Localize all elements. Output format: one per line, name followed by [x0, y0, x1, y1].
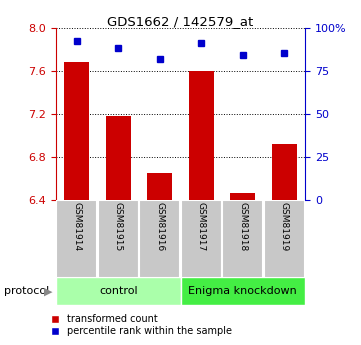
- Bar: [56, 200, 97, 278]
- Bar: [56, 277, 180, 305]
- Bar: [106, 116, 131, 200]
- Text: GSM81915: GSM81915: [114, 203, 123, 252]
- Text: GSM81918: GSM81918: [238, 203, 247, 252]
- Text: ▶: ▶: [44, 286, 52, 296]
- Text: Enigma knockdown: Enigma knockdown: [188, 286, 297, 296]
- Bar: [181, 200, 222, 278]
- Text: GSM81917: GSM81917: [197, 203, 206, 252]
- Bar: [230, 193, 255, 200]
- Bar: [147, 173, 172, 200]
- Bar: [189, 71, 214, 200]
- Bar: [181, 277, 305, 305]
- Legend: transformed count, percentile rank within the sample: transformed count, percentile rank withi…: [41, 310, 236, 340]
- Bar: [264, 200, 305, 278]
- Bar: [64, 62, 89, 200]
- Bar: [98, 200, 139, 278]
- Text: GDS1662 / 142579_at: GDS1662 / 142579_at: [107, 16, 254, 29]
- Text: GSM81919: GSM81919: [280, 203, 289, 252]
- Text: control: control: [99, 286, 138, 296]
- Text: GSM81916: GSM81916: [155, 203, 164, 252]
- Bar: [222, 200, 263, 278]
- Text: protocol: protocol: [4, 286, 49, 296]
- Text: GSM81914: GSM81914: [72, 203, 81, 252]
- Bar: [272, 144, 297, 200]
- Bar: [139, 200, 180, 278]
